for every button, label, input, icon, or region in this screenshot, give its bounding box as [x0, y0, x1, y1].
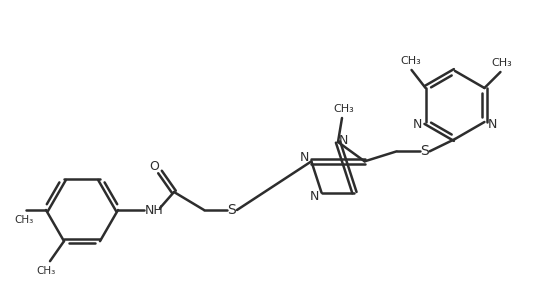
Text: N: N — [300, 151, 309, 164]
Text: N: N — [338, 133, 348, 147]
Text: O: O — [149, 161, 159, 173]
Text: CH₃: CH₃ — [491, 58, 512, 68]
Text: CH₃: CH₃ — [334, 104, 355, 114]
Text: CH₃: CH₃ — [37, 266, 55, 276]
Text: NH: NH — [145, 204, 163, 216]
Text: S: S — [228, 203, 237, 217]
Text: CH₃: CH₃ — [400, 56, 421, 66]
Text: CH₃: CH₃ — [14, 215, 34, 225]
Text: N: N — [488, 118, 497, 130]
Text: N: N — [310, 190, 319, 203]
Text: S: S — [420, 144, 429, 158]
Text: N: N — [413, 118, 422, 130]
